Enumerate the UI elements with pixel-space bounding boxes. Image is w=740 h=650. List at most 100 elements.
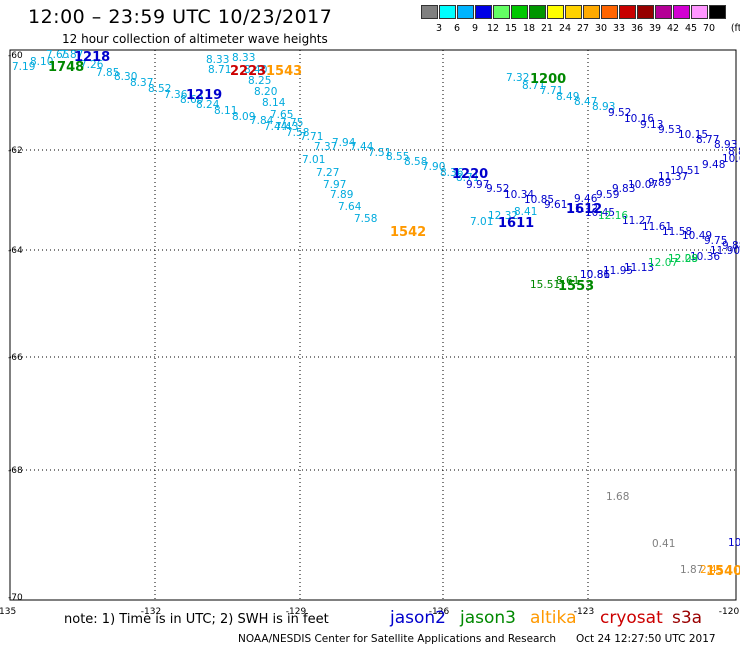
- wave-height-reading: 9.89: [648, 177, 671, 189]
- wave-height-reading: 8.14: [262, 97, 286, 109]
- pass-time-label: 1612: [566, 202, 602, 217]
- wave-height-reading: 8.52: [148, 83, 171, 95]
- wave-height-reading: 8.89: [728, 146, 740, 158]
- wave-height-reading: 8.33: [232, 52, 255, 64]
- wave-height-reading: 10.63: [722, 153, 740, 165]
- legend-label: 39: [648, 23, 662, 34]
- legend-label: 24: [558, 23, 572, 34]
- wave-height-reading: 15.51: [530, 279, 560, 291]
- pass-time-label: 1540: [706, 564, 740, 579]
- legend-swatch: [439, 5, 456, 19]
- pass-time-label: 1219: [186, 88, 222, 103]
- legend-swatch: [691, 5, 708, 19]
- lon-tick-label: -132: [141, 607, 161, 617]
- wave-height-reading: 8.93: [714, 139, 737, 151]
- satellite-name: jason3: [460, 608, 516, 628]
- wave-height-reading: 7.27: [316, 167, 339, 179]
- wave-height-reading: 7.65: [46, 49, 69, 61]
- wave-height-reading: 0.41: [652, 538, 675, 550]
- legend-label: 15: [504, 23, 518, 34]
- lon-tick-label: -120: [719, 607, 740, 617]
- legend-label: 18: [522, 23, 536, 34]
- wave-height-reading: 8.93: [592, 101, 615, 113]
- lon-tick-label: -123: [574, 607, 594, 617]
- wave-height-reading: 8.10: [30, 56, 53, 68]
- wave-height-reading: 11.95: [603, 265, 633, 277]
- wave-height-reading: 12.16: [598, 210, 628, 222]
- wave-height-reading: 1.87: [680, 564, 703, 576]
- wave-height-reading: 8.71: [456, 172, 479, 184]
- legend-label: 21: [540, 23, 554, 34]
- wave-height-reading: 8.25: [248, 75, 271, 87]
- wave-height-reading: 7.44: [264, 121, 288, 133]
- wave-height-reading: 11.58: [662, 226, 692, 238]
- legend-label: 45: [684, 23, 698, 34]
- pass-time-label: 2223: [230, 64, 266, 79]
- legend-label: 33: [612, 23, 626, 34]
- legend-label: 12: [486, 23, 500, 34]
- satellite-name: s3a: [672, 608, 703, 628]
- wave-height-reading: 7.36: [164, 89, 188, 101]
- wave-height-reading: 7.71: [300, 131, 323, 143]
- wave-height-reading: 8.37: [130, 77, 153, 89]
- wave-height-reading: 10.07: [628, 179, 658, 191]
- pass-time-label: 1542: [390, 225, 426, 240]
- legend-swatch: [565, 5, 582, 19]
- wave-height-reading: 10.49: [682, 230, 712, 242]
- wave-height-reading: 8.49: [556, 91, 579, 103]
- legend-swatch: [583, 5, 600, 19]
- lon-tick-label: -126: [429, 607, 450, 617]
- wave-height-reading: 9.88: [722, 240, 740, 252]
- pass-time-label: 1218: [74, 50, 110, 65]
- wave-height-reading: 7.32: [506, 72, 529, 84]
- wave-height-reading: 8.41: [514, 206, 537, 218]
- wave-height-reading: 7.37: [314, 141, 337, 153]
- wave-height-reading: 8.71: [208, 64, 231, 76]
- wave-height-reading: 7.58: [286, 127, 309, 139]
- wave-height-reading: 12.08: [668, 253, 698, 265]
- wave-height-reading: 10.85: [524, 194, 554, 206]
- wave-height-reading: 9.48: [702, 159, 725, 171]
- legend-swatch: [457, 5, 474, 19]
- lat-tick-label: -64: [8, 246, 23, 256]
- wave-height-reading: 7.51: [368, 147, 391, 159]
- wave-height-reading: 8.33: [206, 54, 229, 66]
- satellite-name: altika: [530, 608, 577, 628]
- legend-swatch: [655, 5, 672, 19]
- legend-swatch: [421, 5, 438, 19]
- timestamp: Oct 24 12:27:50 UTC 2017: [576, 633, 716, 645]
- wave-height-reading: 8.61: [556, 275, 579, 287]
- wave-height-reading: 11.13: [624, 262, 654, 274]
- pass-time-label: 1553: [558, 279, 594, 294]
- pass-time-label: 1220: [452, 167, 488, 182]
- wave-height-reading: 10.16: [624, 113, 654, 125]
- wave-height-reading: 9.75: [704, 235, 727, 247]
- legend-label: 36: [630, 23, 644, 34]
- wave-height-reading: 7.94: [332, 137, 356, 149]
- legend-swatch: [601, 5, 618, 19]
- wave-height-reading: 2.45: [700, 564, 723, 576]
- lon-tick-label: -135: [0, 607, 16, 617]
- legend-swatch: [547, 5, 564, 19]
- legend-label: 42: [666, 23, 680, 34]
- wave-height-reading: 10.36: [690, 251, 720, 263]
- wave-height-reading: 9.52: [608, 107, 631, 119]
- wave-height-reading: 11.37: [658, 171, 688, 183]
- wave-height-reading: 12.07: [648, 257, 678, 269]
- wave-height-reading: 9.46: [574, 193, 598, 205]
- wave-height-reading: 7.85: [96, 67, 119, 79]
- lat-tick-label: -60: [8, 51, 23, 61]
- satellite-name: cryosat: [600, 608, 663, 628]
- legend-swatch: [637, 5, 654, 19]
- wave-height-reading: 8.71: [522, 80, 545, 92]
- legend-swatch: [475, 5, 492, 19]
- wave-height-reading: 8.09: [232, 111, 255, 123]
- wave-height-reading: 8.36: [440, 167, 464, 179]
- pass-time-label: 1543: [266, 64, 302, 79]
- pass-time-label: 1611: [498, 216, 534, 231]
- footnote: note: 1) Time is in UTC; 2) SWH is in fe…: [64, 612, 329, 627]
- lat-tick-label: -68: [8, 466, 23, 476]
- lat-tick-label: -62: [8, 146, 23, 156]
- wave-height-reading: 7.89: [330, 189, 353, 201]
- wave-height-reading: 8.55: [386, 151, 409, 163]
